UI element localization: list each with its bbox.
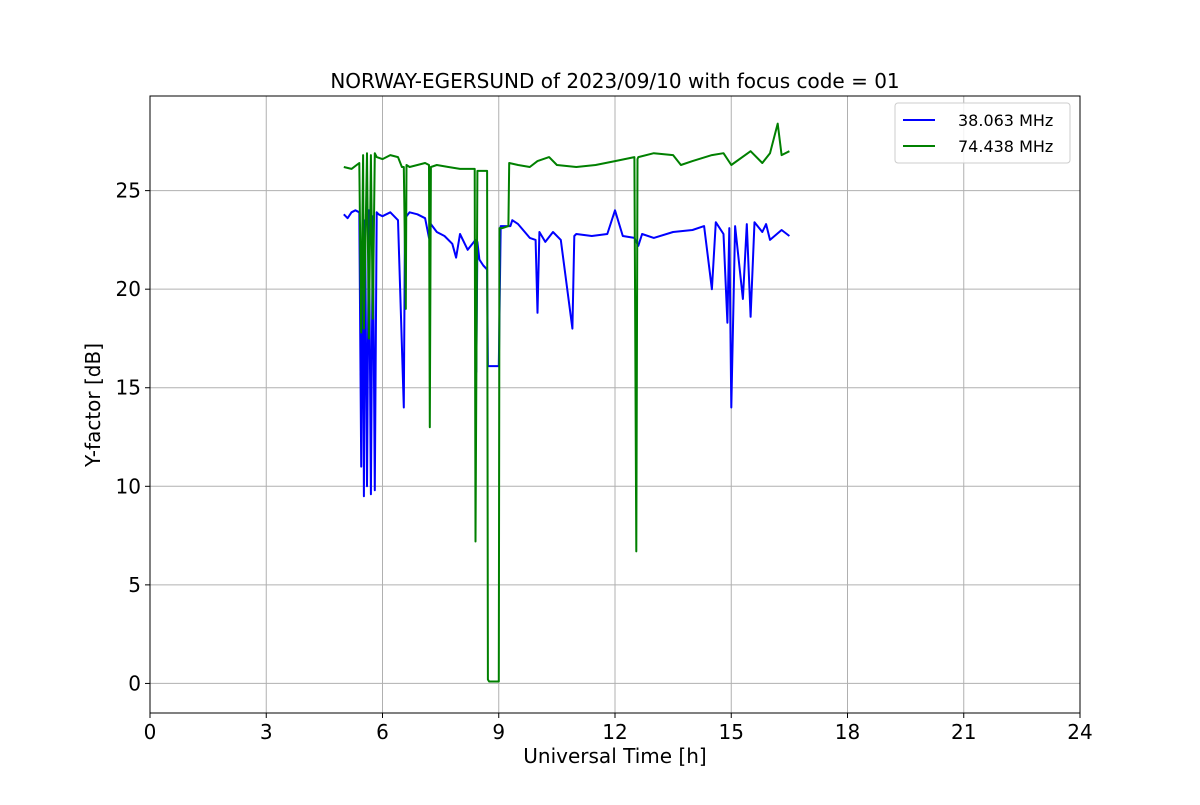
x-tick-label: 15 xyxy=(719,720,744,744)
x-tick-label: 3 xyxy=(260,720,273,744)
legend-label-2: 74.438 MHz xyxy=(958,137,1053,156)
y-tick-label: 0 xyxy=(128,671,141,695)
series-line-2 xyxy=(343,122,790,683)
x-tick-label: 24 xyxy=(1067,720,1092,744)
y-tick-label: 10 xyxy=(116,474,141,498)
x-tick-label: 6 xyxy=(376,720,389,744)
chart-title: NORWAY-EGERSUND of 2023/09/10 with focus… xyxy=(330,69,899,93)
legend-box xyxy=(894,102,1071,164)
plot-frame xyxy=(149,95,1081,714)
x-tick-label: 18 xyxy=(835,720,860,744)
x-tick-label: 21 xyxy=(951,720,976,744)
legend-label-1: 38.063 MHz xyxy=(958,111,1053,130)
x-tick-label: 12 xyxy=(602,720,627,744)
y-tick-label: 15 xyxy=(116,376,141,400)
series-group xyxy=(343,122,791,683)
x-axis-label: Universal Time [h] xyxy=(523,744,706,768)
axes-group: 0 3 6 9 12 15 18 21 24 0 5 10 15 20 25 xyxy=(116,95,1093,744)
legend: 38.063 MHz 74.438 MHz xyxy=(894,102,1071,164)
x-tick-label: 0 xyxy=(144,720,157,744)
y-tick-label: 25 xyxy=(116,179,141,203)
y-tick-label: 5 xyxy=(128,573,141,597)
y-tick-label: 20 xyxy=(116,277,141,301)
y-axis-label: Y-factor [dB] xyxy=(81,343,105,468)
x-tick-label: 9 xyxy=(492,720,505,744)
